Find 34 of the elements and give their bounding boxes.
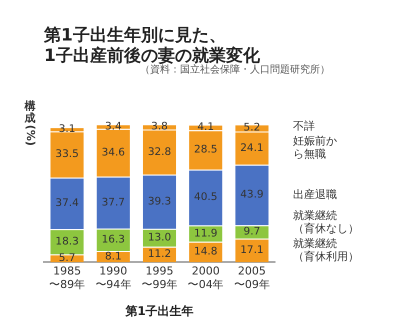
data-label: 17.1	[240, 244, 264, 256]
x-axis-title: 第1子出生年	[124, 304, 194, 318]
data-label: 5.7	[58, 252, 76, 264]
x-tick-label: 1990 〜94年	[95, 264, 132, 291]
data-label: 14.8	[194, 246, 218, 258]
text: （資料：国立社会保障・人口問題研究所）	[140, 64, 330, 76]
data-label: 34.6	[102, 146, 126, 158]
data-label: 8.1	[104, 250, 122, 262]
data-label: 5.2	[244, 122, 260, 134]
text: 就業継続（育休利用）	[293, 236, 359, 263]
data-label: 18.3	[55, 235, 79, 248]
data-label: 43.9	[240, 188, 264, 201]
data-label: 13.0	[148, 232, 172, 244]
data-label: 33.5	[55, 148, 79, 160]
text: 不詳	[293, 120, 315, 132]
data-label: 28.5	[194, 144, 218, 156]
x-tick-label: 2005 〜09年	[234, 264, 270, 291]
data-label: 40.5	[194, 191, 218, 204]
x-tick-label: 1995 〜99年	[142, 264, 178, 291]
data-label: 24.1	[240, 142, 264, 154]
text: 妊娠前から無職	[293, 134, 337, 160]
text: 出産退職	[293, 188, 337, 201]
data-label: 37.7	[102, 196, 125, 208]
data-label: 11.9	[194, 227, 218, 240]
data-label: 16.3	[102, 234, 125, 246]
data-label: 11.2	[148, 248, 172, 260]
x-tick-label: 1985 〜89年	[49, 264, 86, 291]
text: 就業継続（育休なし）	[293, 208, 359, 235]
y-axis-title: 構成(%)	[24, 100, 38, 146]
data-label: 9.7	[244, 226, 260, 238]
data-label: 37.4	[55, 197, 80, 210]
x-tick-label: 2000 〜04年	[188, 264, 224, 291]
data-label: 39.3	[148, 195, 172, 208]
data-label: 32.8	[148, 146, 172, 158]
